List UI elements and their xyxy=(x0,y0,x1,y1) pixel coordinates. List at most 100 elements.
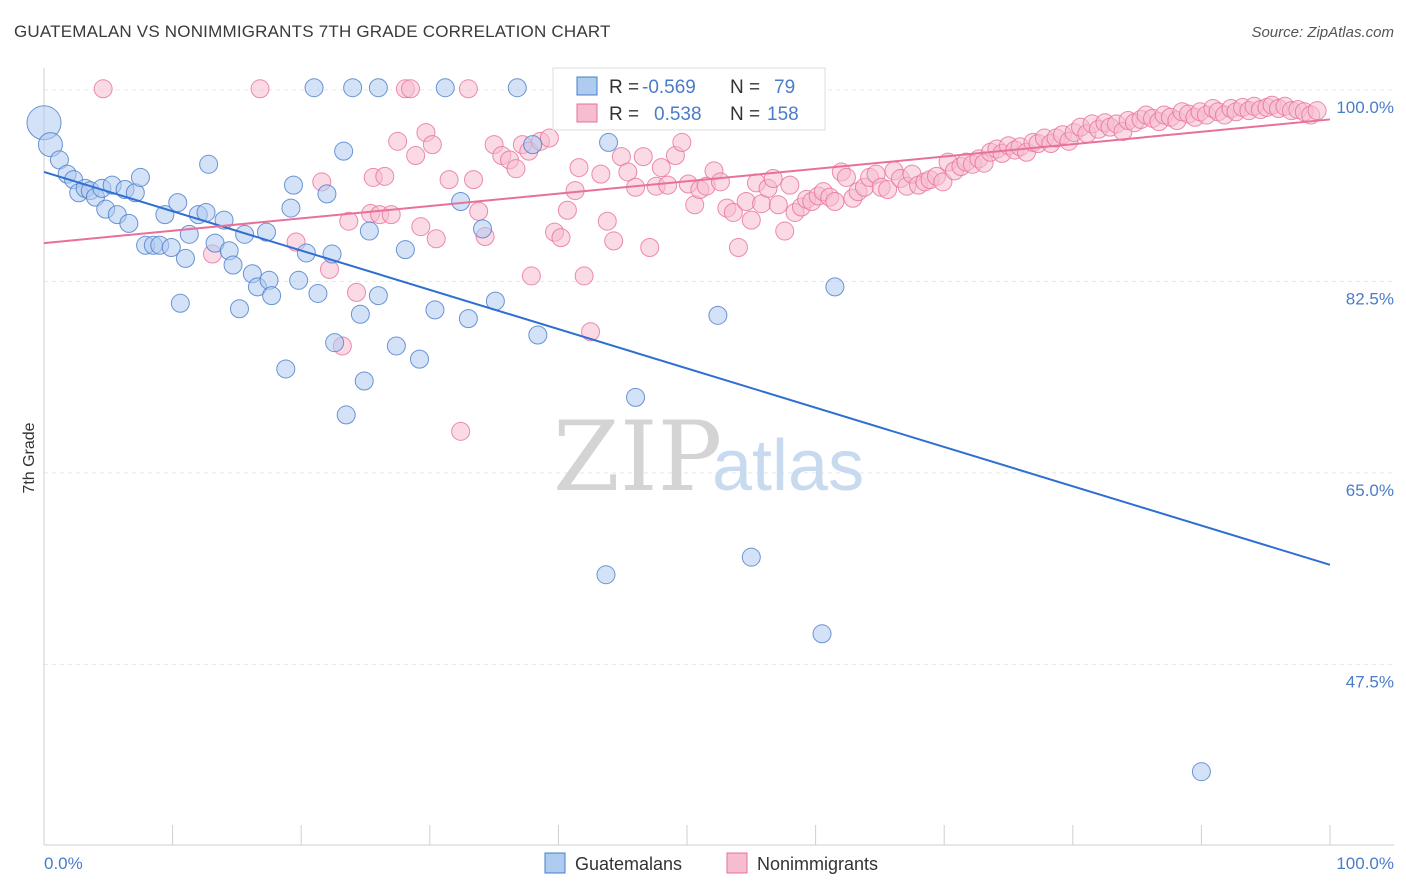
nonimmigrants-point xyxy=(339,211,359,231)
nonimmigrants-point xyxy=(651,158,671,178)
legend-n-value-2: 158 xyxy=(767,104,799,125)
nonimmigrants-point xyxy=(672,132,692,152)
bottom-legend-label-guatemalans: Guatemalans xyxy=(575,854,682,874)
nonimmigrants-point xyxy=(728,237,748,257)
guatemalans-point xyxy=(334,141,354,161)
nonimmigrants-trend-line xyxy=(43,118,1331,245)
legend-n-label-1: N = xyxy=(730,77,760,98)
nonimmigrants-point xyxy=(775,221,795,241)
x-tick-label-min: 0.0% xyxy=(44,854,83,873)
x-ticks xyxy=(43,825,1331,845)
nonimmigrants-point xyxy=(780,175,800,195)
guatemalans-point xyxy=(281,198,301,218)
guatemalans-point xyxy=(825,277,845,297)
nonimmigrants-point xyxy=(1307,101,1327,121)
nonimmigrants-point xyxy=(551,228,571,248)
guatemalans-point xyxy=(528,325,548,345)
guatemalans-point xyxy=(235,224,255,244)
guatemalans-point xyxy=(283,175,303,195)
nonimmigrants-point xyxy=(597,211,617,231)
nonimmigrants-point xyxy=(469,201,489,221)
nonimmigrants-point xyxy=(426,229,446,249)
watermark-atlas: atlas xyxy=(712,426,864,506)
y-tick-label: 82.5% xyxy=(1346,289,1394,308)
y-axis-title: 7th Grade xyxy=(21,422,38,493)
nonimmigrants-point xyxy=(581,322,601,342)
bottom-legend-label-nonimmigrants: Nonimmigrants xyxy=(757,854,878,874)
y-tick-label: 65.0% xyxy=(1346,481,1394,500)
guatemalans-point xyxy=(708,305,728,325)
chart-source: Source: ZipAtlas.com xyxy=(1251,24,1394,41)
nonimmigrants-point xyxy=(633,147,653,167)
nonimmigrants-point xyxy=(406,146,426,166)
y-tick-label: 47.5% xyxy=(1346,672,1394,691)
legend-n-label-2: N = xyxy=(730,104,760,125)
nonimmigrants-point xyxy=(710,172,730,192)
guatemalans-point xyxy=(386,336,406,356)
nonimmigrants-point xyxy=(591,164,611,184)
guatemalans-point xyxy=(336,405,356,425)
nonimmigrants-point xyxy=(250,79,270,99)
nonimmigrants-point xyxy=(836,167,856,187)
nonimmigrants-point xyxy=(93,79,113,99)
guatemalans-point xyxy=(596,565,616,585)
legend-r-value-1: -0.569 xyxy=(642,77,696,98)
nonimmigrants-point xyxy=(375,166,395,186)
legend-r-value-2: 0.538 xyxy=(654,104,702,125)
guatemalans-point xyxy=(410,349,430,369)
nonimmigrants-points xyxy=(93,79,1327,441)
nonimmigrants-point xyxy=(933,172,953,192)
nonimmigrants-point xyxy=(658,175,678,195)
guatemalans-point xyxy=(37,132,63,158)
guatemalans-point xyxy=(435,78,455,98)
guatemalans-point xyxy=(1191,762,1211,782)
guatemalans-point xyxy=(425,300,445,320)
y-tick-labels: 100.0% 82.5% 65.0% 47.5% xyxy=(1336,98,1394,692)
stats-legend-box xyxy=(552,67,826,131)
nonimmigrants-point xyxy=(506,159,526,179)
guatemalans-point xyxy=(304,78,324,98)
nonimmigrants-point xyxy=(439,170,459,190)
legend-swatch-guatemalans xyxy=(576,76,598,96)
nonimmigrants-point xyxy=(458,79,478,99)
watermark-zip: ZIP xyxy=(553,401,722,513)
nonimmigrants-point xyxy=(464,170,484,190)
guatemalans-points xyxy=(26,78,1211,782)
nonimmigrants-point xyxy=(640,237,660,257)
guatemalans-point xyxy=(308,283,328,303)
guatemalans-point xyxy=(523,135,543,155)
guatemalans-point xyxy=(170,293,190,313)
guatemalans-point xyxy=(161,237,181,257)
guatemalans-trend-line xyxy=(43,171,1331,566)
guatemalans-point xyxy=(368,78,388,98)
guatemalans-point xyxy=(741,547,761,567)
guatemalans-point xyxy=(599,132,619,152)
guatemalans-point xyxy=(368,286,388,306)
nonimmigrants-point xyxy=(825,192,845,212)
guatemalans-point xyxy=(343,78,363,98)
legend-n-value-1: 79 xyxy=(774,77,795,98)
guatemalans-point xyxy=(812,624,832,644)
nonimmigrants-point xyxy=(422,135,442,155)
x-tick-label-max: 100.0% xyxy=(1336,854,1394,873)
nonimmigrants-point xyxy=(741,210,761,230)
guatemalans-point xyxy=(458,309,478,329)
guatemalans-point xyxy=(507,78,527,98)
guatemalans-point xyxy=(262,286,282,306)
trend-lines xyxy=(43,118,1331,566)
guatemalans-point xyxy=(289,270,309,290)
nonimmigrants-point xyxy=(569,158,589,178)
guatemalans-point xyxy=(223,255,243,275)
guatemalans-point xyxy=(256,222,276,242)
guatemalans-point xyxy=(130,167,150,187)
nonimmigrants-point xyxy=(411,217,431,237)
guatemalans-point xyxy=(199,154,219,174)
guatemalans-point xyxy=(175,248,195,268)
legend-r-label-2: R = xyxy=(609,104,639,125)
nonimmigrants-point xyxy=(521,266,541,286)
nonimmigrants-point xyxy=(539,128,559,148)
guatemalans-point xyxy=(350,304,370,324)
nonimmigrants-point xyxy=(451,421,471,441)
guatemalans-point xyxy=(168,193,188,213)
guatemalans-point xyxy=(354,371,374,391)
